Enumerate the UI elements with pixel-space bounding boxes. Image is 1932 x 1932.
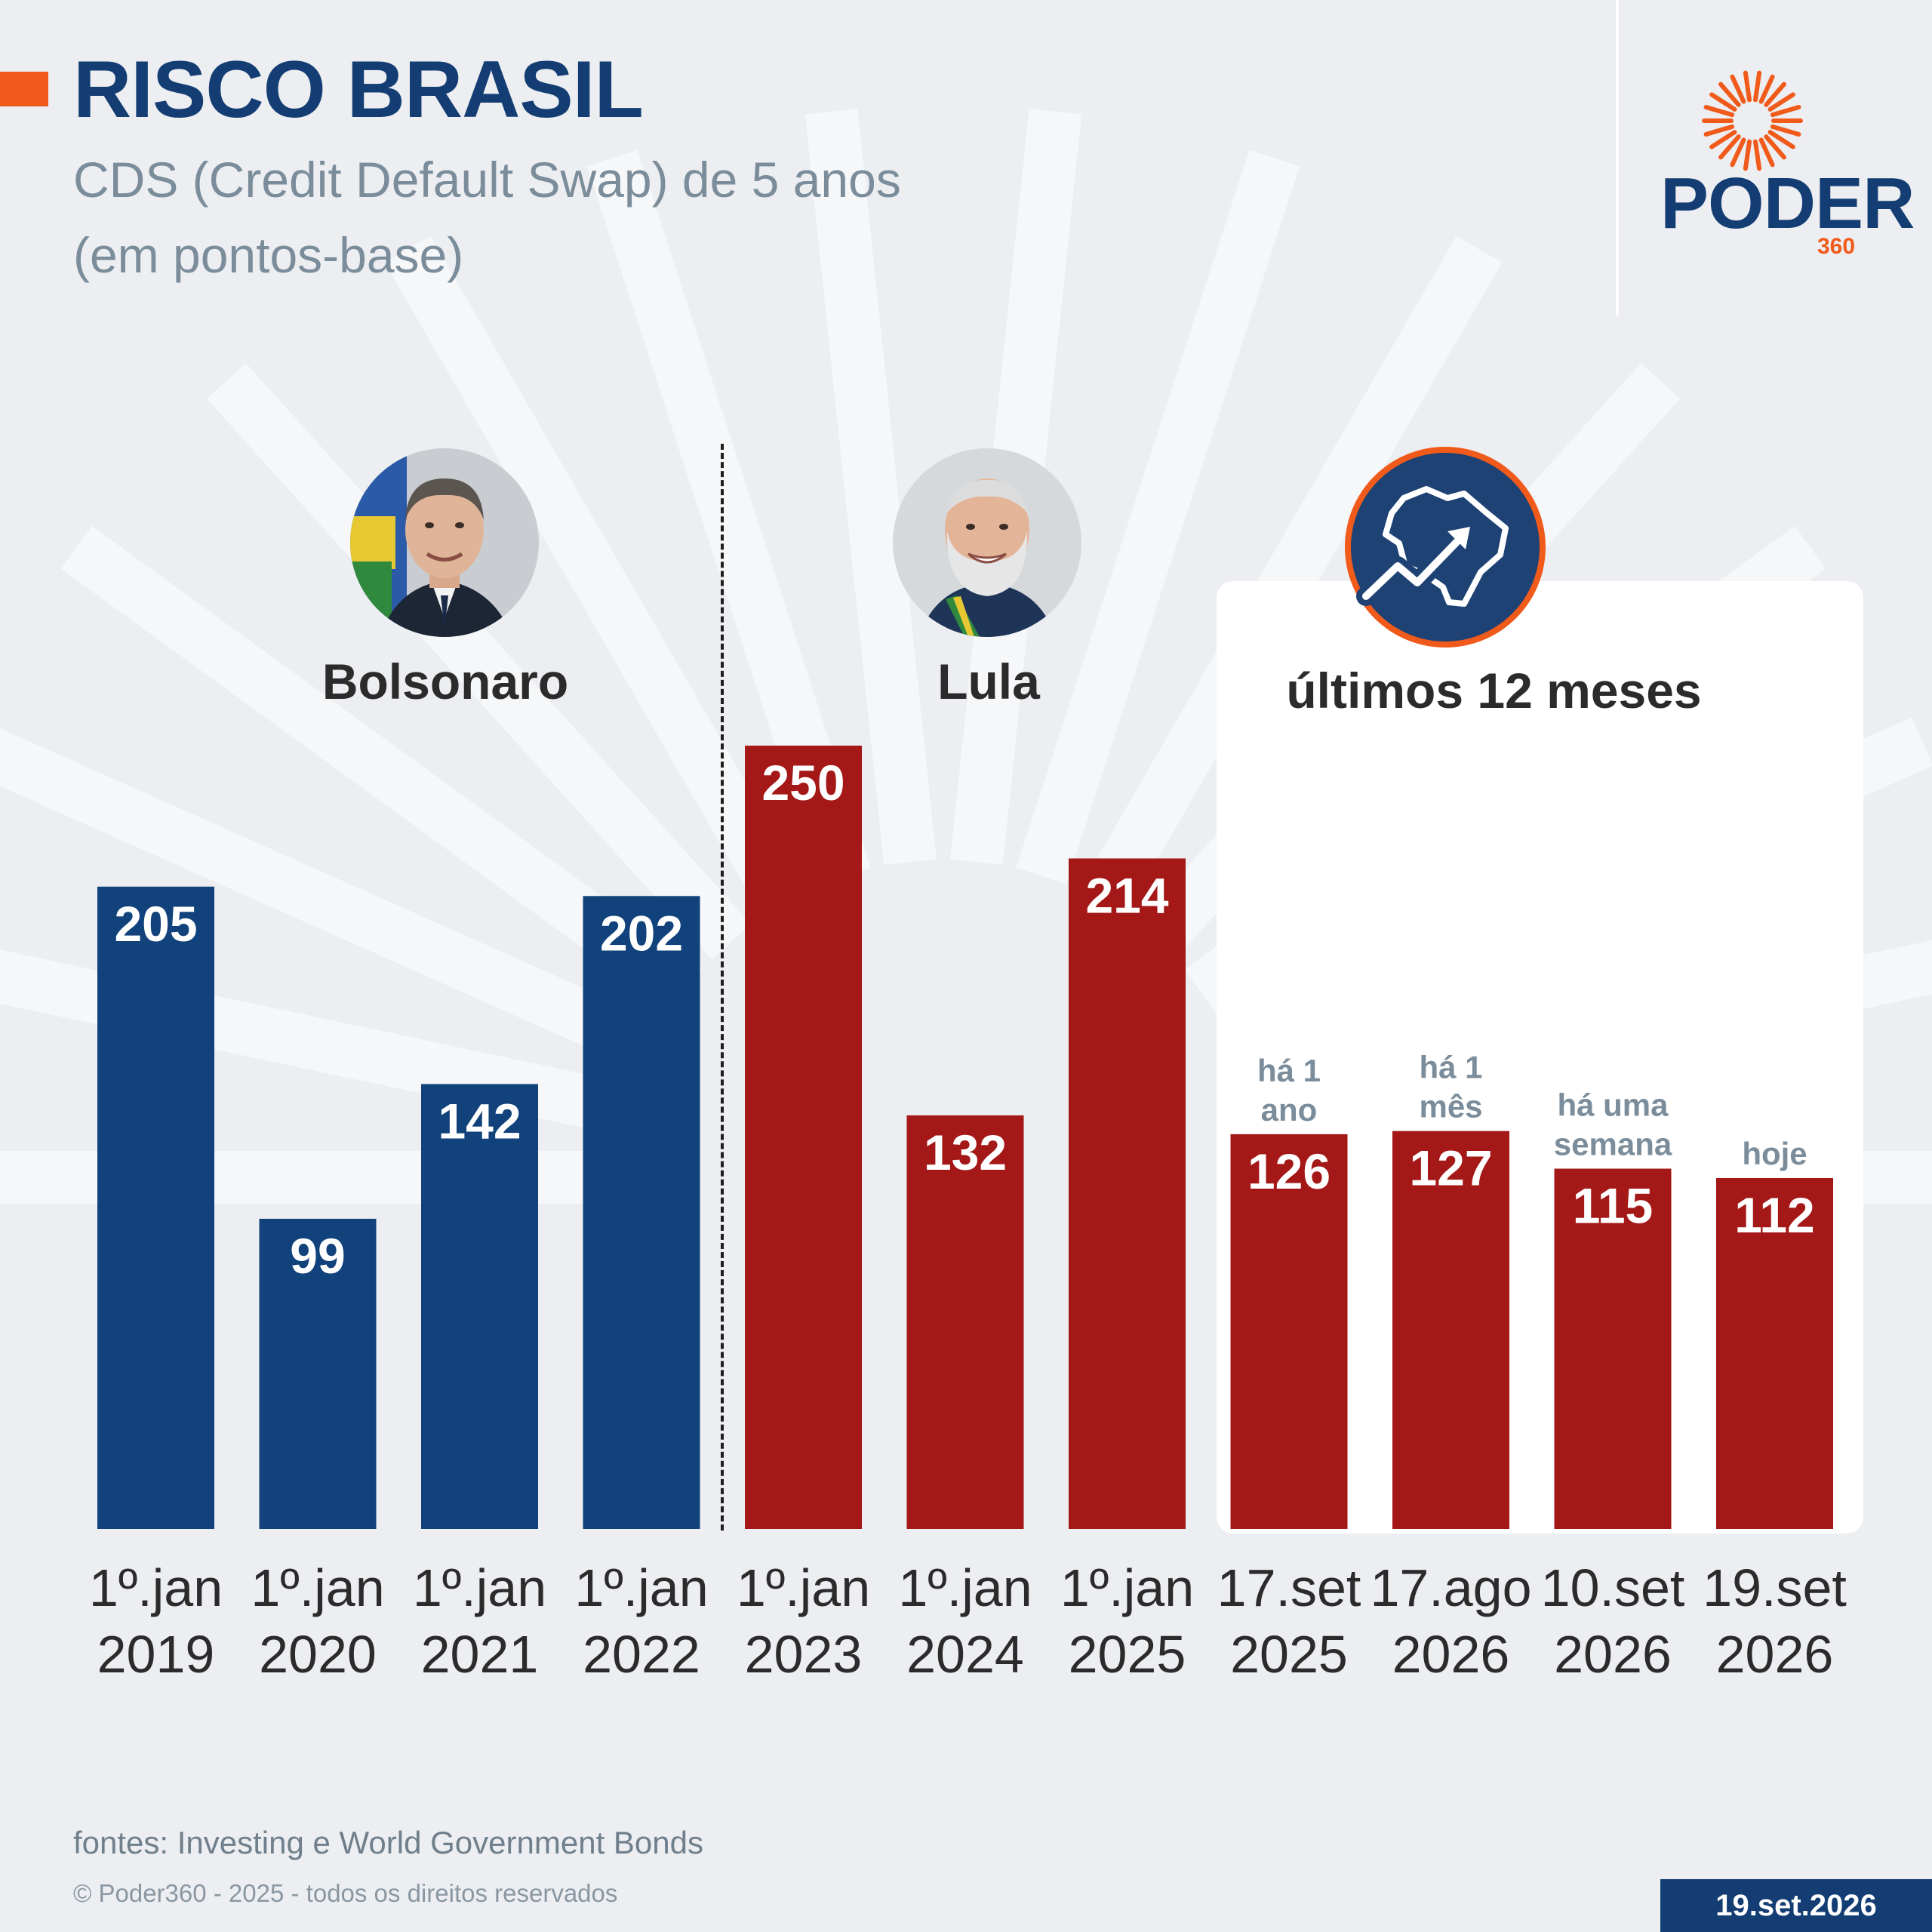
logo-sun-ray [1770, 124, 1801, 137]
logo-sun-ray [1718, 82, 1741, 107]
bar-annotation: mês [1419, 1089, 1482, 1124]
government-divider [721, 444, 724, 1531]
x-tick-label: 1º.jan [898, 1558, 1032, 1617]
subtitle-line-1: CDS (Credit Default Swap) de 5 anos [73, 152, 901, 208]
last-12-months-label: últimos 12 meses [1286, 663, 1702, 718]
page-title: RISCO BRASIL [73, 44, 644, 134]
x-tick-label: 1º.jan [413, 1558, 546, 1617]
bar-5 [745, 746, 862, 1529]
bar-value-label: 126 [1247, 1143, 1331, 1199]
brazil-growth-badge [1345, 447, 1546, 648]
bar-2 [259, 1218, 377, 1529]
x-tick-label: 10.set [1541, 1558, 1685, 1617]
bar-value-label: 214 [1085, 867, 1168, 923]
logo-sun-ray [1718, 134, 1741, 160]
logo-sun-ray [1709, 92, 1737, 112]
logo-divider [1616, 0, 1619, 315]
logo-sun-ray [1743, 139, 1752, 171]
x-tick-label: 2019 [97, 1625, 215, 1684]
x-tick-label: 2021 [421, 1625, 539, 1684]
bar-value-label: 202 [600, 905, 683, 961]
lula-label: Lula [937, 654, 1040, 709]
bar-10 [1554, 1168, 1672, 1529]
x-tick-label: 2023 [745, 1625, 863, 1684]
logo-sun-ray [1730, 74, 1746, 104]
source-note: fontes: Investing e World Government Bon… [73, 1825, 703, 1860]
logo-sun-ray [1767, 130, 1795, 149]
title-marker [0, 72, 48, 106]
bar-value-label: 112 [1734, 1187, 1814, 1243]
lula-avatar [893, 448, 1081, 637]
bolsonaro-label: Bolsonaro [321, 654, 569, 709]
logo-word: PODER [1660, 163, 1915, 244]
x-tick-label: 17.set [1217, 1558, 1361, 1617]
lula-portrait-icon [893, 448, 1081, 637]
logo-sun-ray [1730, 137, 1746, 168]
logo-sun-ray [1743, 70, 1752, 103]
bar-value-label: 99 [290, 1228, 345, 1284]
x-tick-label: 2020 [259, 1625, 377, 1684]
bar-1 [97, 886, 214, 1529]
date-badge: 19.set.2026 [1660, 1879, 1932, 1932]
x-tick-label: 19.set [1703, 1558, 1847, 1617]
logo-sun-ray [1709, 130, 1737, 149]
background-ray [804, 109, 937, 865]
x-tick-label: 1º.jan [1060, 1558, 1194, 1617]
subtitle-line-2: (em pontos-base) [73, 227, 464, 283]
bar-annotation: há 1 [1257, 1053, 1321, 1088]
logo-number: 360 [1817, 234, 1856, 259]
logo-sun-ray [1703, 104, 1735, 118]
background-ray [1078, 235, 1503, 916]
x-tick-label: 2025 [1069, 1625, 1186, 1684]
x-tick-label: 2025 [1230, 1625, 1348, 1684]
x-tick-label: 1º.jan [574, 1558, 708, 1617]
bar-6 [906, 1115, 1024, 1529]
logo-sun-ray [1770, 104, 1801, 118]
logo-sun-ray [1764, 82, 1786, 107]
x-tick-label: 2026 [1716, 1625, 1834, 1684]
x-tick-label: 1º.jan [737, 1558, 870, 1617]
copyright-note: © Poder360 - 2025 - todos os direitos re… [73, 1879, 618, 1907]
bar-value-label: 205 [114, 896, 197, 952]
bar-annotation: ano [1261, 1092, 1318, 1128]
bar-annotation: hoje [1742, 1136, 1807, 1171]
background-ray [206, 363, 751, 960]
bar-annotation: semana [1554, 1127, 1672, 1162]
brazil-map-arrow-icon [1356, 486, 1509, 607]
logo-sun-ray [1758, 137, 1775, 168]
x-tick-label: 2024 [906, 1625, 1024, 1684]
logo-sun-ray [1752, 70, 1762, 103]
x-tick-label: 1º.jan [251, 1558, 384, 1617]
x-tick-label: 17.ago [1370, 1558, 1531, 1617]
bar-value-label: 250 [761, 755, 844, 811]
bar-annotation: há uma [1557, 1088, 1669, 1123]
logo-sun-ray [1764, 134, 1786, 160]
bar-3 [421, 1084, 538, 1529]
bar-7 [1069, 858, 1186, 1529]
bar-annotation: há 1 [1419, 1050, 1482, 1085]
bar-8 [1230, 1134, 1348, 1529]
bar-value-label: 127 [1409, 1140, 1492, 1196]
bar-9 [1392, 1131, 1509, 1529]
x-tick-label: 1º.jan [89, 1558, 223, 1617]
poder360-logo: PODER 360 [1653, 68, 1915, 264]
sun-logo-icon [1702, 70, 1803, 171]
x-tick-label: 2026 [1554, 1625, 1672, 1684]
x-tick-label: 2022 [583, 1625, 700, 1684]
logo-sun-ray [1767, 92, 1795, 112]
bar-value-label: 142 [438, 1093, 521, 1149]
logo-sun-ray [1703, 124, 1735, 137]
background-ray [0, 728, 665, 1073]
bar-value-label: 132 [924, 1124, 1007, 1180]
x-tick-label: 2026 [1392, 1625, 1510, 1684]
bar-4 [583, 896, 700, 1529]
logo-sun-ray [1758, 74, 1775, 104]
logo-sun-ray [1752, 139, 1762, 171]
background-ray [1016, 149, 1300, 884]
page-subtitle: CDS (Credit Default Swap) de 5 anos (em … [73, 142, 901, 293]
bar-11 [1716, 1177, 1833, 1529]
bar-value-label: 115 [1573, 1178, 1653, 1234]
